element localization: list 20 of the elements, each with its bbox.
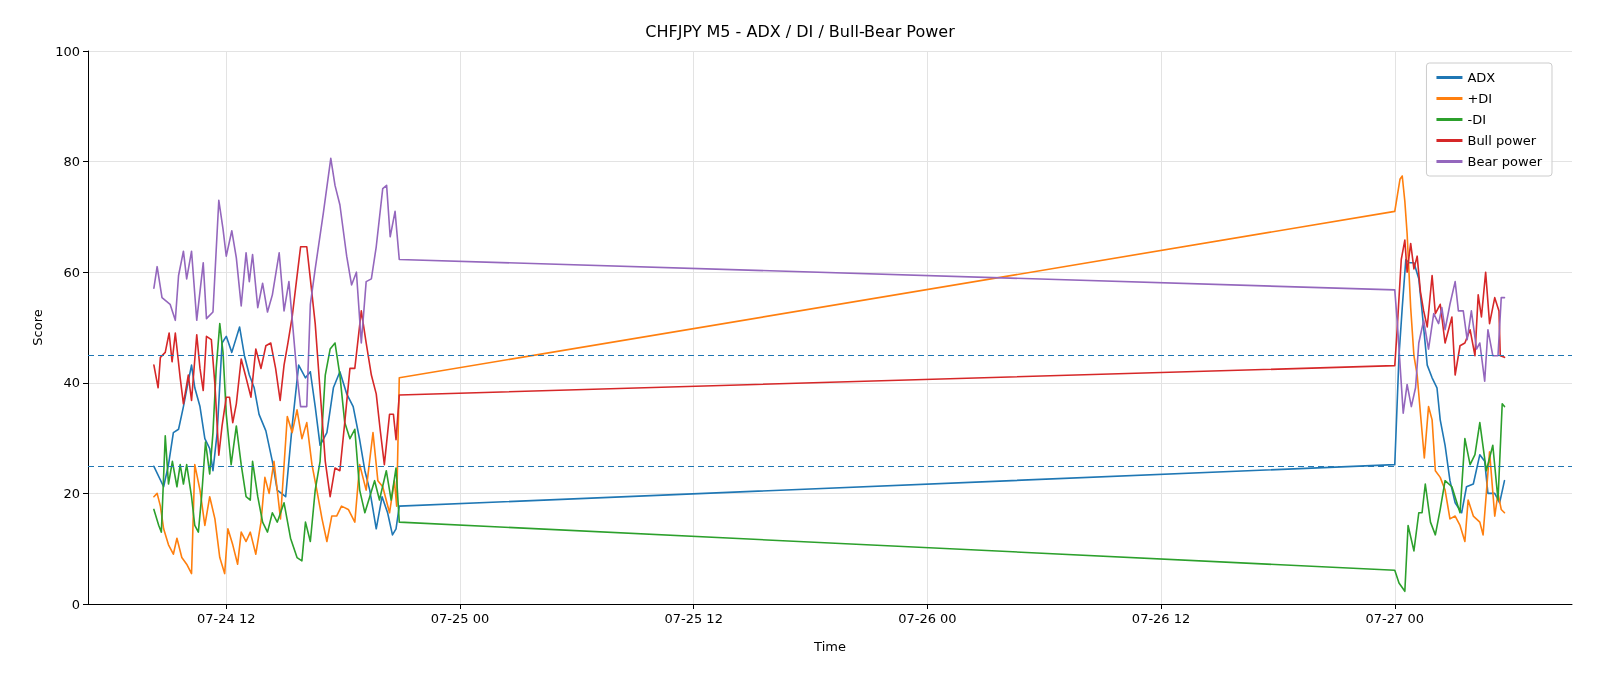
y-tick-label: 100 [55, 43, 80, 59]
x-tick-label: 07-24 12 [197, 611, 256, 626]
y-tick-label: 60 [63, 264, 80, 280]
x-tick-label: 07-27 00 [1365, 611, 1424, 626]
y-tick-label: 80 [63, 154, 80, 170]
legend-label: -DI [1467, 112, 1487, 127]
legend-label: +DI [1467, 91, 1493, 106]
legend-label: Bear power [1467, 154, 1543, 169]
x-tick-label: 07-26 12 [1131, 611, 1191, 626]
y-axis-title: Score [30, 309, 45, 346]
y-tick-label: 40 [63, 375, 80, 391]
x-tick-label: 07-25 00 [430, 611, 490, 626]
x-tick-label: 07-26 00 [898, 611, 957, 626]
legend-label: ADX [1467, 70, 1496, 85]
chart-title: CHFJPY M5 - ADX / DI / Bull-Bear Power [645, 21, 956, 41]
x-tick-label: 07-25 12 [664, 611, 723, 626]
y-tick-label: 0 [71, 596, 80, 612]
y-tick-label: 20 [63, 485, 80, 501]
x-axis-title: Time [813, 639, 846, 654]
legend-label: Bull power [1467, 133, 1537, 148]
